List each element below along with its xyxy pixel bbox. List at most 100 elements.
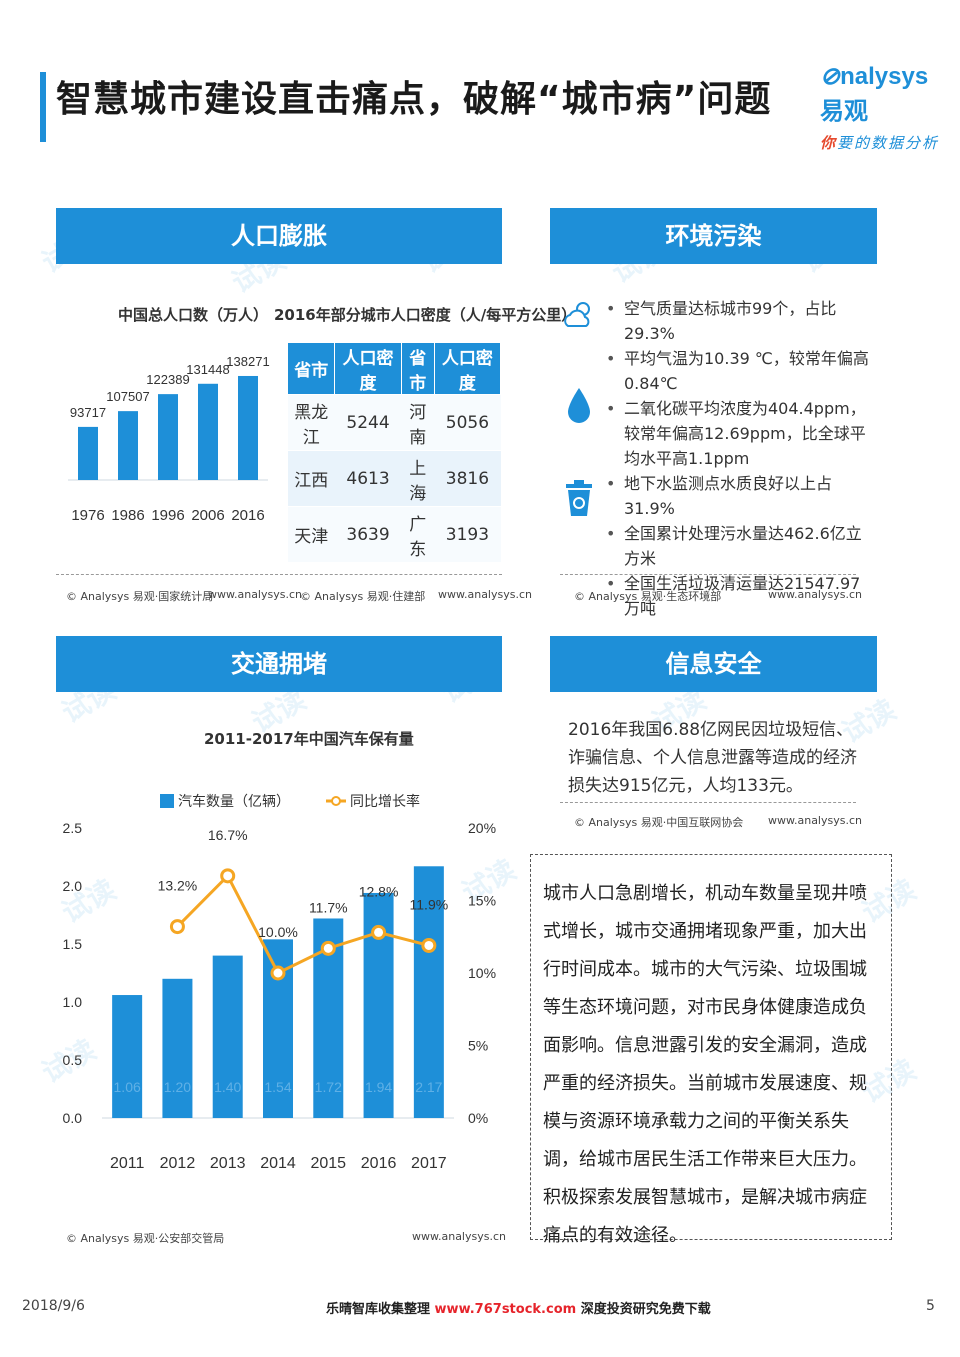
density-cell: 3193 — [434, 506, 501, 563]
traffic-x-tick: 2017 — [411, 1155, 447, 1172]
legend-line-label: 同比增长率 — [350, 793, 420, 810]
population-bar — [198, 383, 218, 480]
logo-tagline-rest: 要的数据分析 — [837, 134, 940, 152]
car-count-label: 1.20 — [164, 1079, 191, 1095]
density-cell: 天津 — [287, 506, 335, 563]
population-chart-title: 中国总人口数（万人） — [118, 306, 269, 324]
right-y-tick: 10% — [468, 965, 496, 981]
left-y-tick: 2.0 — [63, 878, 83, 894]
summary-box: 城市人口急剧增长，机动车数量呈现井喷式增长，城市交通拥堵现象严重，加大出行时间成… — [530, 854, 892, 1246]
density-table: 省市 人口密度 省市 人口密度 黑龙江 5244 河南 5056 江西 4613 上海 3816 天津… — [286, 342, 502, 563]
population-site: www.analysys.cn — [208, 588, 302, 601]
footer-promo: 乐晴智库收集整理 www.767stock.com 深度投资研究免费下载 — [326, 1298, 711, 1317]
water-drop-icon — [568, 388, 590, 423]
info-security-site: www.analysys.cn — [768, 814, 862, 827]
growth-rate-point — [220, 868, 236, 884]
population-source: © Analysys 易观·国家统计局 — [66, 590, 214, 603]
environment-list: 空气质量达标城市99个，占比29.3%平均气温为10.39 ℃，较常年偏高0.8… — [602, 296, 872, 621]
density-header-cell: 省市 — [286, 342, 336, 395]
environment-divider — [560, 574, 856, 575]
population-data-label: 138271 — [226, 354, 269, 369]
analysys-logo: ⊘nalysys 易观 你要的数据分析 — [820, 62, 945, 152]
right-y-tick: 5% — [468, 1038, 488, 1054]
growth-rate-label: 16.7% — [208, 827, 248, 843]
growth-rate-label: 12.8% — [359, 883, 399, 899]
footer-date: 2018/9/6 — [22, 1298, 85, 1314]
footer-promo-a: 乐晴智库收集整理 — [326, 1302, 431, 1317]
info-security-divider — [560, 802, 856, 803]
weather-icon — [564, 302, 590, 327]
density-header-cell: 人口密度 — [433, 342, 502, 395]
environment-site: www.analysys.cn — [768, 588, 862, 601]
traffic-x-tick: 2015 — [310, 1155, 346, 1172]
environment-list-item: 地下水监测点水质良好以上占31.9% — [602, 471, 872, 521]
density-cell: 3639 — [334, 506, 402, 563]
car-count-bar — [212, 955, 243, 1118]
traffic-chart-title: 2011-2017年中国汽车保有量 — [204, 730, 414, 748]
left-y-tick: 0.5 — [63, 1052, 83, 1068]
logo-a-icon: ⊘ — [820, 63, 841, 90]
environment-list-item: 平均气温为10.39 ℃，较常年偏高0.84℃ — [602, 346, 872, 396]
logo-tagline-lead: 你 — [820, 134, 838, 152]
right-y-tick: 20% — [468, 820, 496, 836]
density-header-row: 省市 人口密度 省市 人口密度 — [286, 342, 502, 395]
left-y-tick: 2.5 — [63, 820, 83, 836]
car-count-label: 1.72 — [315, 1079, 342, 1095]
population-x-tick: 2006 — [191, 507, 224, 524]
title-accent-bar — [40, 72, 46, 142]
environment-icons — [558, 292, 598, 542]
info-security-source: © Analysys 易观·中国互联网协会 — [574, 816, 744, 829]
traffic-header: 交通拥堵 — [56, 636, 502, 692]
density-cell: 3816 — [434, 450, 501, 507]
population-divider — [56, 574, 502, 575]
car-count-label: 1.54 — [264, 1079, 291, 1095]
environment-list-item: 全国生活垃圾清运量达21547.97万吨 — [602, 571, 872, 621]
density-title: 2016年部分城市人口密度（人/每平方公里） — [274, 306, 577, 324]
density-cell: 广东 — [401, 506, 435, 563]
legend-line-marker — [331, 796, 341, 806]
left-y-tick: 1.5 — [63, 936, 83, 952]
environment-list-item: 空气质量达标城市99个，占比29.3% — [602, 296, 872, 346]
density-header-cell: 人口密度 — [334, 342, 402, 395]
page-number: 5 — [926, 1298, 935, 1314]
info-security-text: 2016年我国6.88亿网民因垃圾短信、诈骗信息、个人信息泄露等造成的经济损失达… — [568, 720, 857, 796]
traffic-x-tick: 2013 — [210, 1155, 246, 1172]
density-cell: 5056 — [434, 394, 501, 451]
population-bar — [238, 375, 258, 480]
footer-promo-link[interactable]: www.767stock.com — [434, 1302, 577, 1317]
density-header-cell: 省市 — [400, 342, 435, 395]
density-cell: 5244 — [334, 394, 402, 451]
population-x-tick: 1976 — [71, 507, 104, 524]
density-cell: 4613 — [334, 450, 402, 507]
car-count-bar — [413, 866, 444, 1118]
growth-rate-point — [270, 965, 286, 981]
car-count-label: 1.94 — [365, 1079, 392, 1095]
environment-list-item: 二氧化碳平均浓度为404.4ppm，较常年偏高12.69ppm，比全球平均水平高… — [602, 396, 872, 471]
density-cell: 上海 — [401, 450, 435, 507]
car-count-bar — [112, 995, 143, 1118]
density-cell: 黑龙江 — [287, 394, 335, 451]
population-bar-chart: 93717 1976 107507 1986 122389 1996 131448 2006 1… — [68, 354, 270, 524]
growth-rate-label: 13.2% — [158, 878, 198, 894]
environment-header: 环境污染 — [550, 208, 877, 264]
population-header: 人口膨胀 — [56, 208, 502, 264]
legend-bar-label: 汽车数量（亿辆） — [178, 793, 290, 810]
density-row: 天津 3639 广东 3193 — [287, 506, 501, 563]
logo-brand: nalysys — [840, 63, 929, 90]
population-data-label: 122389 — [146, 372, 189, 387]
growth-rate-label: 11.9% — [410, 896, 449, 912]
density-row: 黑龙江 5244 河南 5056 — [287, 394, 501, 451]
growth-rate-point — [371, 924, 387, 940]
traffic-x-tick: 2014 — [260, 1155, 296, 1172]
population-data-label: 107507 — [106, 389, 149, 404]
trash-bin-icon — [566, 480, 592, 516]
population-x-tick: 1986 — [111, 507, 144, 524]
traffic-combo-chart: 汽车数量（亿辆） 同比增长率 0.0 0.5 1.0 1.5 2.0 2.5 0% 5% 10% 15… — [63, 793, 497, 1172]
left-y-tick: 1.0 — [63, 994, 83, 1010]
car-count-label: 1.40 — [214, 1079, 241, 1095]
legend-bar-swatch — [160, 794, 174, 808]
car-count-label: 2.17 — [415, 1079, 442, 1095]
growth-rate-point — [169, 919, 185, 935]
population-data-label: 131448 — [186, 362, 229, 377]
car-count-bar — [162, 978, 193, 1118]
